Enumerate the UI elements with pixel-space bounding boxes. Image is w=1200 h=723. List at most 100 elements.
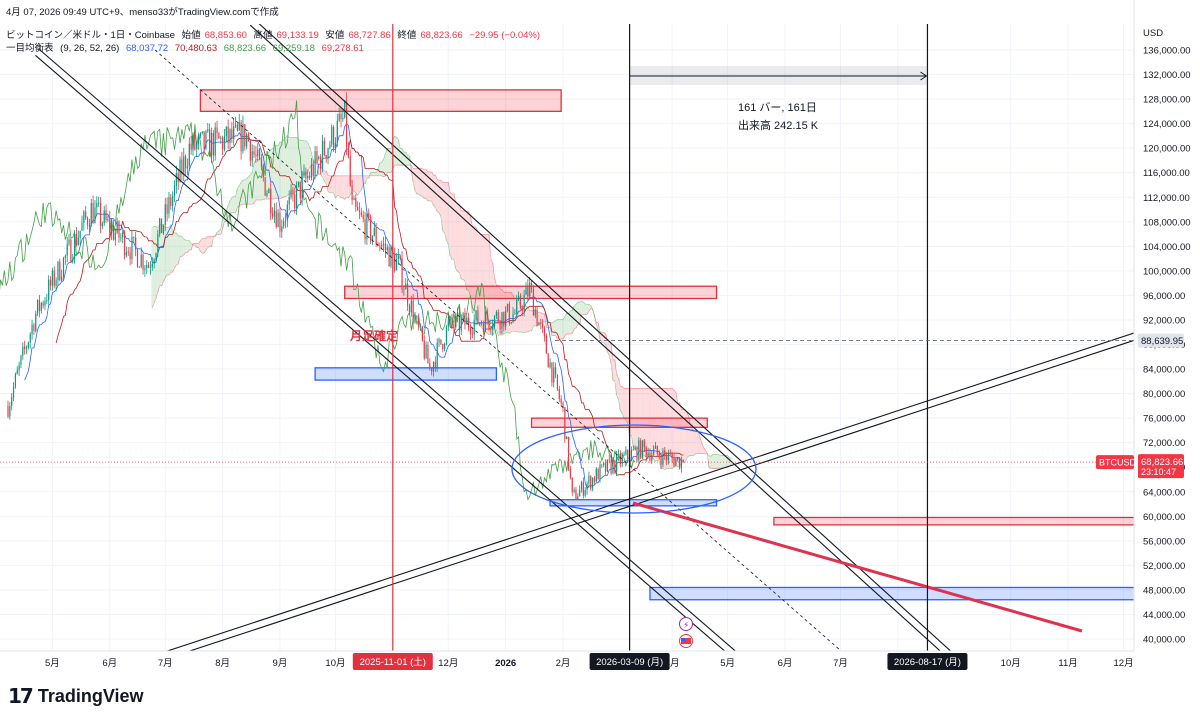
candle-body: [606, 459, 608, 472]
candle-body: [551, 362, 553, 383]
candle-body: [266, 192, 268, 196]
candle-body: [505, 310, 507, 327]
highlighted-date-label: 2026-03-09 (月): [596, 657, 663, 668]
price-tick-label: 52,000.00: [1143, 561, 1185, 572]
candle-body: [303, 171, 305, 177]
candle-body: [244, 124, 246, 147]
candle-body: [453, 324, 455, 328]
candle-body: [212, 133, 214, 156]
candle-body: [75, 233, 78, 245]
candle-body: [482, 323, 485, 333]
candle-body: [234, 124, 237, 127]
plot-area[interactable]: [0, 0, 1179, 667]
candle-body: [456, 312, 459, 316]
support-resistance-zones[interactable]: [199, 89, 1179, 601]
candle-body: [107, 218, 109, 221]
us-flag-stripes: [681, 638, 691, 644]
indicator-params: (9, 26, 52, 26): [60, 43, 120, 54]
candle-body: [279, 212, 281, 232]
candle-body: [297, 181, 300, 186]
candle-body: [79, 230, 81, 238]
measure-volume-label: 出来高 242.15 K: [738, 118, 819, 132]
candle-body: [680, 460, 682, 469]
candle-body: [144, 268, 146, 270]
candle-body: [656, 445, 658, 454]
candle-body: [188, 143, 190, 167]
candle-body: [649, 452, 651, 461]
axes: 136,000.00 132,000.00 128,000.00 124,000.00…: [0, 0, 1191, 670]
price-tick-label: 80,000.00: [1143, 389, 1185, 400]
candle-body: [677, 457, 679, 460]
candle-body: [40, 303, 42, 311]
candle-body: [349, 156, 351, 186]
indicator-name[interactable]: 一目均衡表: [6, 43, 54, 54]
time-tick-label: 7月: [833, 658, 848, 669]
candle-body: [370, 216, 372, 241]
candle-body: [51, 270, 53, 286]
trendlines[interactable]: [0, 0, 1136, 667]
candle-body: [388, 247, 390, 267]
candle-body: [127, 251, 129, 253]
candle-body: [262, 166, 264, 178]
candle-body: [318, 156, 320, 159]
candle-body: [473, 320, 475, 335]
candle-body: [479, 322, 481, 325]
candle-body: [172, 196, 174, 206]
candle-body: [155, 253, 157, 260]
candle-body: [186, 166, 189, 169]
candle-body: [94, 207, 96, 224]
candle-body: [584, 490, 586, 496]
last-price-label: 68,823.66: [1141, 457, 1183, 468]
lower-descending-channel-line: [39, 49, 737, 651]
senkou-span-b-line: [151, 156, 732, 469]
lightning-event-icon: [679, 617, 693, 631]
ascending-trend-channel-line: [187, 339, 1134, 651]
candle-body: [558, 388, 560, 399]
ohlc-high-label: 高値: [253, 30, 273, 41]
resistance-zone: [344, 285, 718, 300]
time-tick-label: 9月: [273, 658, 288, 669]
candle-body: [199, 133, 201, 136]
candle-body: [671, 454, 673, 458]
price-tick-label: 92,000.00: [1143, 315, 1185, 326]
candle-body: [468, 317, 470, 328]
candle-body: [418, 316, 420, 328]
candle-body: [33, 324, 35, 332]
candle-body: [340, 113, 342, 120]
candle-body: [530, 282, 533, 289]
symbol-header[interactable]: ビットコイン／米ドル・1日・Coinbase 始値 68,853.60 高値 69,…: [6, 27, 544, 41]
candle-body: [510, 322, 512, 324]
upper-descending-channel-line: [258, 24, 952, 651]
kijun-line: [55, 137, 684, 477]
candle-body: [120, 237, 122, 239]
candle-body: [399, 255, 401, 259]
candle-body: [131, 236, 133, 260]
candle-body: [545, 335, 547, 354]
symbol-name[interactable]: ビットコイン／米ドル・1日・Coinbase: [6, 30, 175, 41]
candle-body: [636, 447, 638, 461]
indicator-header[interactable]: 一目均衡表 (9, 26, 52, 26) 68,037.72 70,480.6…: [6, 40, 368, 54]
candle-body: [173, 185, 176, 197]
ascending-trend-channel-line: [165, 332, 1134, 651]
candle-body: [92, 203, 94, 224]
candle-body: [579, 489, 581, 497]
candle-body: [360, 212, 362, 216]
candles: [7, 92, 684, 500]
candle-body: [153, 259, 155, 264]
candle-body: [175, 173, 177, 186]
time-tick-label: 10月: [1001, 658, 1021, 669]
candle-body: [623, 454, 625, 456]
candle-body: [604, 463, 607, 472]
candle-body: [233, 126, 235, 140]
time-tick-label: 12月: [1114, 658, 1134, 669]
candle-body: [218, 132, 220, 139]
candle-body: [638, 440, 640, 461]
candle-body: [573, 489, 575, 492]
candle-body: [408, 305, 411, 313]
candle-body: [103, 210, 105, 224]
candle-body: [610, 460, 612, 474]
tradingview-logo[interactable]: 17 TradingView: [8, 684, 144, 708]
